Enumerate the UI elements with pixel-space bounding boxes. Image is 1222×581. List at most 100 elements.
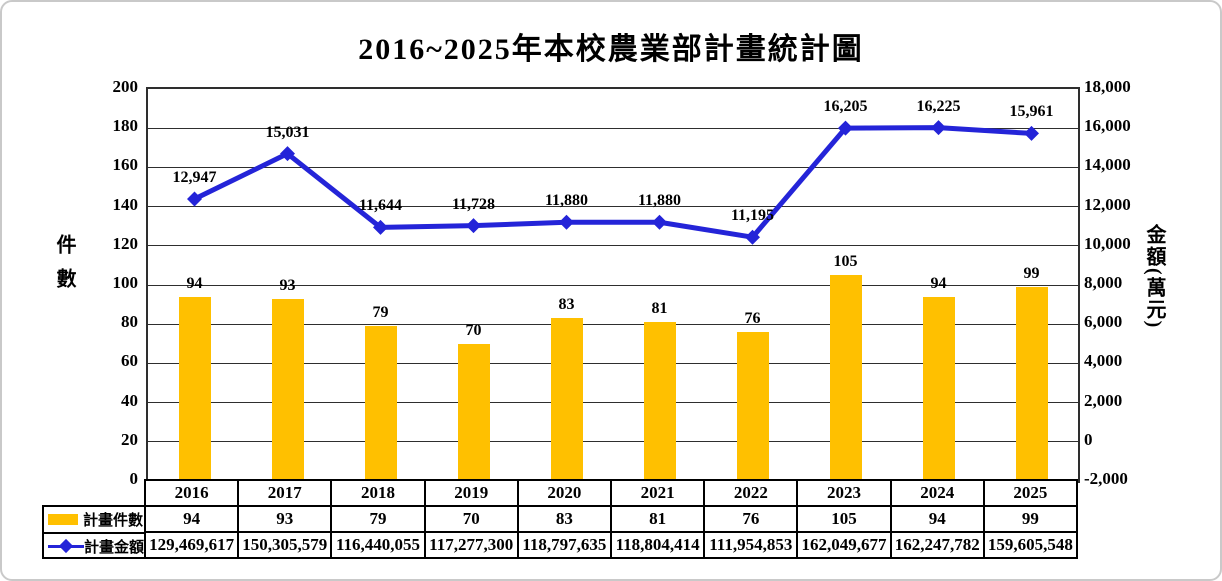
line-path bbox=[193, 125, 1032, 240]
legend-label: 計畫金額 bbox=[83, 540, 144, 556]
left-axis-tick: 60 bbox=[121, 351, 138, 371]
bar bbox=[922, 296, 955, 481]
year-cell: 2016 bbox=[146, 481, 240, 505]
year-cell: 2025 bbox=[1013, 483, 1048, 502]
bar bbox=[271, 298, 304, 481]
year-cell: 2024 bbox=[892, 481, 985, 505]
right-axis-tick: 6,000 bbox=[1084, 312, 1123, 332]
count-cell: 79 bbox=[332, 507, 426, 531]
gridline bbox=[148, 166, 1078, 168]
amount-cell: 118,804,414 bbox=[612, 533, 706, 557]
amount-cell: 118,797,635 bbox=[519, 533, 613, 557]
gridline bbox=[148, 127, 1078, 129]
bar-value-label: 83 bbox=[558, 296, 575, 314]
count-cell: 94 bbox=[892, 507, 985, 531]
gridline bbox=[148, 323, 1078, 325]
bar-value-label: 99 bbox=[1023, 264, 1040, 282]
right-axis-tick: 10,000 bbox=[1084, 233, 1131, 253]
left-axis-tick: 200 bbox=[112, 77, 139, 96]
count-cell: 105 bbox=[798, 507, 892, 531]
line-point-label: 16,225 bbox=[916, 97, 961, 115]
bar bbox=[643, 322, 676, 481]
right-axis-tick: 14,000 bbox=[1084, 155, 1131, 175]
count-cell: 83 bbox=[519, 507, 613, 531]
left-axis-tick: 100 bbox=[112, 273, 139, 292]
left-axis-title: 件數 bbox=[53, 234, 75, 302]
count-cell: 93 bbox=[239, 507, 333, 531]
bar bbox=[178, 296, 211, 481]
bar bbox=[364, 326, 397, 481]
line-point-label: 11,195 bbox=[730, 207, 775, 225]
gridline bbox=[148, 362, 1078, 364]
left-axis-tick: 120 bbox=[112, 233, 139, 253]
line-point-label: 11,880 bbox=[637, 192, 682, 210]
left-axis-tick: 20 bbox=[121, 429, 138, 449]
amount-cell: 129,469,617 bbox=[146, 533, 240, 557]
amount-cell: 162,049,677 bbox=[798, 533, 892, 557]
gridline bbox=[148, 441, 1078, 443]
chart-title: 2016~2025年本校農業部計畫統計圖 bbox=[358, 33, 864, 66]
legend-diamond bbox=[58, 538, 74, 554]
year-cell: 2022 bbox=[705, 481, 799, 505]
bar-value-label: 93 bbox=[279, 276, 296, 294]
right-axis-tick: -2,000 bbox=[1084, 469, 1128, 488]
left-axis-tick: 40 bbox=[121, 390, 138, 410]
year-cell: 2023 bbox=[798, 481, 892, 505]
bar-value-label: 94 bbox=[930, 274, 947, 292]
year-cell: 2021 bbox=[612, 481, 706, 505]
left-axis-tick: 160 bbox=[112, 155, 139, 175]
legend-box: 計畫件數計畫金額 bbox=[42, 505, 146, 559]
bar-swatch-icon bbox=[48, 514, 78, 525]
right-axis-tick: 2,000 bbox=[1084, 390, 1123, 410]
count-cell: 76 bbox=[705, 507, 799, 531]
bar-value-label: 76 bbox=[744, 310, 761, 328]
line-point-label: 12,947 bbox=[172, 169, 217, 187]
bar bbox=[829, 275, 862, 481]
count-cell: 94 bbox=[146, 507, 240, 531]
count-cell: 70 bbox=[426, 507, 519, 531]
plot-area: 94 93 79 70 83 81 76 105 94 99 12,947 15,031 11,644… bbox=[146, 87, 1080, 483]
line-series bbox=[187, 120, 1039, 245]
amount-cell: 111,954,853 bbox=[705, 533, 799, 557]
line-point-label: 11,728 bbox=[451, 195, 496, 213]
year-row: 2016 2017 2018 2019 2020 2021 2022 2023 2024 2025 bbox=[144, 479, 1078, 507]
year-cell: 2020 bbox=[519, 481, 613, 505]
bar bbox=[736, 332, 769, 481]
right-axis-tick: 18,000 bbox=[1084, 77, 1131, 96]
year-cell: 2017 bbox=[239, 481, 333, 505]
right-axis-tick: 4,000 bbox=[1084, 351, 1123, 371]
left-axis-tick: 0 bbox=[129, 469, 139, 488]
gridline bbox=[148, 245, 1078, 247]
legend-item: 計畫件數 bbox=[44, 507, 144, 534]
count-row: 94 93 79 70 83 81 76 105 94 99 bbox=[144, 505, 1078, 533]
amount-cell: 117,277,300 bbox=[426, 533, 519, 557]
bar-value-label: 81 bbox=[651, 300, 668, 318]
left-axis-tick: 180 bbox=[112, 116, 139, 136]
count-cell: 99 bbox=[1021, 509, 1039, 528]
left-axis-tick: 140 bbox=[112, 194, 139, 214]
line-point-label: 11,880 bbox=[544, 192, 589, 210]
year-cell: 2018 bbox=[332, 481, 426, 505]
gridline bbox=[148, 402, 1078, 404]
amount-row: 129,469,617 150,305,579 116,440,055 117,277… bbox=[144, 531, 1078, 559]
bar-value-label: 79 bbox=[372, 304, 389, 322]
line-point-label: 16,205 bbox=[823, 98, 868, 116]
bar bbox=[550, 318, 583, 481]
bar bbox=[1015, 286, 1048, 481]
bar-value-label: 94 bbox=[186, 274, 203, 292]
right-axis-tick: 12,000 bbox=[1084, 194, 1131, 214]
right-axis-tick: 16,000 bbox=[1084, 116, 1131, 136]
gridline bbox=[148, 284, 1078, 286]
amount-cell: 150,305,579 bbox=[239, 533, 333, 557]
line-swatch-icon bbox=[48, 538, 84, 554]
legend-item: 計畫金額 bbox=[44, 534, 144, 559]
year-cell: 2019 bbox=[426, 481, 519, 505]
bar-value-label: 70 bbox=[465, 321, 482, 339]
amount-cell: 159,605,548 bbox=[987, 535, 1073, 554]
count-cell: 81 bbox=[612, 507, 706, 531]
right-axis-tick: 0 bbox=[1084, 429, 1093, 449]
bar bbox=[457, 343, 490, 481]
amount-cell: 162,247,782 bbox=[892, 533, 985, 557]
amount-cell: 116,440,055 bbox=[332, 533, 426, 557]
